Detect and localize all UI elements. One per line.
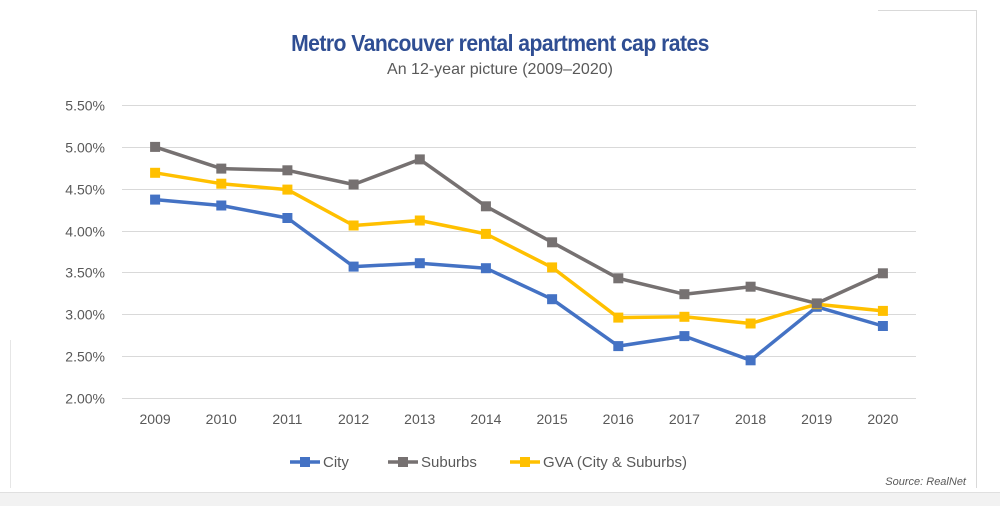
legend-marker-swatch xyxy=(520,457,530,467)
data-point-marker xyxy=(877,305,888,316)
data-point-marker xyxy=(348,220,359,231)
legend: City Suburbs GVA (City & Suburbs) xyxy=(290,454,687,471)
legend-label: GVA (City & Suburbs) xyxy=(543,454,687,471)
data-point-marker xyxy=(348,261,359,272)
frame-edge-top xyxy=(878,10,976,11)
chart-title: Metro Vancouver rental apartment cap rat… xyxy=(291,30,709,56)
data-point-marker xyxy=(613,273,624,284)
data-point-marker xyxy=(547,262,558,273)
data-point-marker xyxy=(547,237,558,248)
series-line xyxy=(153,145,885,306)
data-point-marker xyxy=(414,154,425,165)
data-point-marker xyxy=(679,331,690,342)
x-tick-label: 2016 xyxy=(603,411,634,427)
x-tick-label: 2018 xyxy=(735,411,766,427)
y-tick-label: 5.50% xyxy=(65,98,105,114)
y-tick-label: 4.50% xyxy=(65,182,105,198)
x-axis-tick-labels: 2009 2010 2011 2012 2013 2014 2015 2016 2017 2018… xyxy=(140,411,899,427)
bottom-strip xyxy=(0,492,1000,506)
legend-label: Suburbs xyxy=(421,454,477,471)
data-point-marker xyxy=(150,194,161,205)
x-tick-label: 2013 xyxy=(404,411,435,427)
data-point-marker xyxy=(150,141,161,152)
x-tick-label: 2012 xyxy=(338,411,369,427)
y-axis-tick-labels: 2.00% 2.50% 3.00% 3.50% 4.00% 4.50% 5.00% 5.50% xyxy=(65,98,105,407)
legend-marker-swatch xyxy=(398,457,408,467)
data-point-marker xyxy=(877,321,888,331)
series-line xyxy=(153,197,885,363)
x-tick-label: 2011 xyxy=(272,411,302,427)
data-point-marker xyxy=(414,215,425,226)
data-point-marker xyxy=(877,268,888,279)
y-tick-label: 5.00% xyxy=(65,140,105,156)
legend-label: City xyxy=(323,454,349,471)
series-group xyxy=(150,167,888,329)
y-tick-label: 2.50% xyxy=(65,349,105,365)
data-point-marker xyxy=(811,298,822,309)
data-point-marker xyxy=(745,355,756,366)
data-point-marker xyxy=(745,318,756,329)
frame-edge-left xyxy=(10,340,11,488)
series-group xyxy=(150,194,888,366)
data-point-marker xyxy=(348,179,359,190)
data-point-marker xyxy=(480,201,491,212)
data-point-marker xyxy=(216,178,227,189)
x-tick-label: 2020 xyxy=(867,411,898,427)
series-group xyxy=(150,141,888,309)
data-point-marker xyxy=(679,311,690,322)
legend-marker-swatch xyxy=(300,457,310,467)
x-tick-label: 2015 xyxy=(537,411,568,427)
y-tick-label: 3.50% xyxy=(65,265,105,281)
y-tick-label: 3.00% xyxy=(65,307,105,323)
data-point-marker xyxy=(414,258,425,269)
data-point-marker xyxy=(150,167,161,178)
data-point-marker xyxy=(480,263,491,274)
data-point-marker xyxy=(547,294,558,305)
source-note: Source: RealNet xyxy=(885,476,966,488)
x-tick-label: 2014 xyxy=(470,411,501,427)
legend-item: City xyxy=(290,454,349,471)
data-point-marker xyxy=(480,228,491,239)
data-point-marker xyxy=(679,289,690,300)
data-point-marker xyxy=(282,165,293,176)
y-tick-label: 2.00% xyxy=(65,391,105,407)
chart-subtitle: An 12-year picture (2009–2020) xyxy=(387,61,613,78)
grid-lines xyxy=(122,105,916,399)
data-point-marker xyxy=(745,281,756,292)
legend-item: Suburbs xyxy=(388,454,477,471)
x-tick-label: 2019 xyxy=(801,411,832,427)
data-point-marker xyxy=(216,163,227,174)
x-tick-label: 2009 xyxy=(140,411,171,427)
data-point-marker xyxy=(613,312,624,323)
legend-item: GVA (City & Suburbs) xyxy=(510,454,687,471)
data-point-marker xyxy=(216,200,227,211)
data-point-marker xyxy=(282,184,293,195)
series-lines xyxy=(150,141,888,366)
data-point-marker xyxy=(282,213,293,223)
y-tick-label: 4.00% xyxy=(65,224,105,240)
x-tick-label: 2017 xyxy=(669,411,700,427)
frame-edge-right xyxy=(976,10,977,488)
data-point-marker xyxy=(613,341,624,352)
x-tick-label: 2010 xyxy=(206,411,237,427)
series-line xyxy=(153,171,885,326)
